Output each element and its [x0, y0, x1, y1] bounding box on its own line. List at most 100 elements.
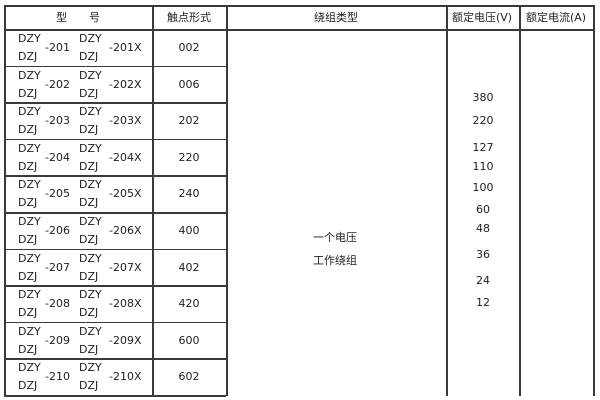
table-border-top: [4, 5, 594, 7]
model-number: -208: [45, 297, 70, 311]
contact-form: 202: [178, 114, 200, 128]
rated-voltage: 380: [472, 91, 494, 104]
model-prefix-x-top: DZY: [79, 68, 102, 82]
row-divider: [4, 358, 226, 360]
model-prefix-x-bottom: DZJ: [79, 306, 99, 320]
contact-form: 006: [178, 77, 200, 91]
model-prefix-x-bottom: DZJ: [79, 196, 99, 210]
rated-voltage: 36: [476, 248, 490, 261]
header-voltage: 额定电压(V): [451, 11, 513, 24]
model-prefix-top: DZY: [18, 361, 41, 375]
winding-line2: 工作绕组: [313, 254, 357, 267]
model-prefix-x-bottom: DZJ: [79, 50, 99, 63]
model-prefix-bottom: DZJ: [18, 379, 38, 393]
model-prefix-x-bottom: DZJ: [79, 342, 99, 356]
model-prefix-x-top: DZY: [79, 178, 102, 192]
model-prefix-x-top: DZY: [79, 32, 102, 45]
model-number-x: -203X: [109, 114, 142, 128]
row-divider: [4, 395, 226, 397]
model-number-x: -208X: [109, 297, 142, 311]
rated-voltage: 127: [472, 141, 494, 154]
model-prefix-x-bottom: DZJ: [79, 379, 99, 393]
model-number: -206: [45, 224, 70, 237]
model-prefix-top: DZY: [18, 105, 41, 119]
header-contact: 触点形式: [167, 11, 211, 24]
header-divider: [4, 29, 594, 31]
model-number-x: -206X: [109, 224, 142, 237]
model-prefix-top: DZY: [18, 251, 41, 265]
model-prefix-x-top: DZY: [79, 105, 102, 119]
column-divider: [4, 5, 6, 396]
model-prefix-bottom: DZJ: [18, 269, 38, 283]
model-number: -210: [45, 370, 70, 384]
rated-voltage: 12: [476, 296, 490, 309]
model-number-x: -202X: [109, 77, 142, 91]
model-prefix-x-bottom: DZJ: [79, 233, 99, 246]
row-divider: [4, 102, 226, 104]
model-number: -203: [45, 114, 70, 128]
column-divider: [446, 5, 448, 396]
model-number-x: -209X: [109, 333, 142, 347]
rated-voltage: 220: [472, 114, 494, 127]
model-prefix-bottom: DZJ: [18, 123, 38, 137]
row-divider: [4, 321, 226, 324]
model-prefix-x-top: DZY: [79, 251, 102, 265]
row-divider: [4, 65, 226, 68]
contact-form: 400: [178, 224, 200, 237]
model-number: -205: [45, 187, 70, 201]
contact-form: 402: [178, 260, 200, 274]
rated-voltage: 100: [472, 181, 494, 194]
model-prefix-x-bottom: DZJ: [79, 159, 99, 173]
model-number: -209: [45, 333, 70, 347]
model-prefix-x-top: DZY: [79, 141, 102, 155]
model-prefix-top: DZY: [18, 178, 41, 192]
model-number: -201: [45, 41, 70, 54]
column-divider: [152, 5, 154, 396]
column-divider: [593, 5, 595, 396]
model-prefix-bottom: DZJ: [18, 342, 38, 356]
column-divider: [226, 5, 228, 396]
model-prefix-bottom: DZJ: [18, 86, 38, 100]
header-model: 型 号: [56, 11, 100, 24]
model-number-x: -210X: [109, 370, 142, 384]
model-number-x: -204X: [109, 150, 142, 164]
model-number-x: -205X: [109, 187, 142, 201]
model-prefix-x-bottom: DZJ: [79, 86, 99, 100]
rated-voltage: 110: [472, 160, 494, 173]
contact-form: 420: [178, 297, 200, 311]
model-prefix-top: DZY: [18, 68, 41, 82]
model-prefix-x-top: DZY: [79, 324, 102, 338]
row-divider: [4, 248, 226, 251]
model-prefix-bottom: DZJ: [18, 233, 38, 246]
row-divider: [4, 285, 226, 287]
model-number-x: -207X: [109, 260, 142, 274]
row-divider: [4, 175, 226, 177]
row-divider: [4, 212, 226, 214]
column-divider: [519, 5, 521, 396]
model-prefix-top: DZY: [18, 324, 41, 338]
contact-form: 602: [178, 370, 200, 384]
model-prefix-x-bottom: DZJ: [79, 123, 99, 137]
header-winding: 绕组类型: [314, 11, 358, 24]
model-prefix-x-top: DZY: [79, 361, 102, 375]
winding-line1: 一个电压: [313, 231, 357, 244]
model-prefix-top: DZY: [18, 32, 41, 45]
contact-form: 240: [178, 187, 200, 201]
contact-form: 220: [178, 150, 200, 164]
model-prefix-bottom: DZJ: [18, 50, 38, 63]
rated-voltage: 24: [476, 274, 490, 287]
contact-form: 002: [178, 41, 200, 54]
model-prefix-top: DZY: [18, 288, 41, 302]
header-current: 额定电流(A): [525, 11, 587, 24]
model-number: -204: [45, 150, 70, 164]
rated-voltage: 60: [476, 203, 490, 216]
model-prefix-top: DZY: [18, 141, 41, 155]
rated-voltage: 48: [476, 222, 490, 235]
model-number-x: -201X: [109, 41, 142, 54]
model-prefix-bottom: DZJ: [18, 306, 38, 320]
model-prefix-top: DZY: [18, 215, 41, 228]
model-number: -207: [45, 260, 70, 274]
model-prefix-bottom: DZJ: [18, 196, 38, 210]
row-divider: [4, 138, 226, 141]
model-prefix-x-top: DZY: [79, 288, 102, 302]
